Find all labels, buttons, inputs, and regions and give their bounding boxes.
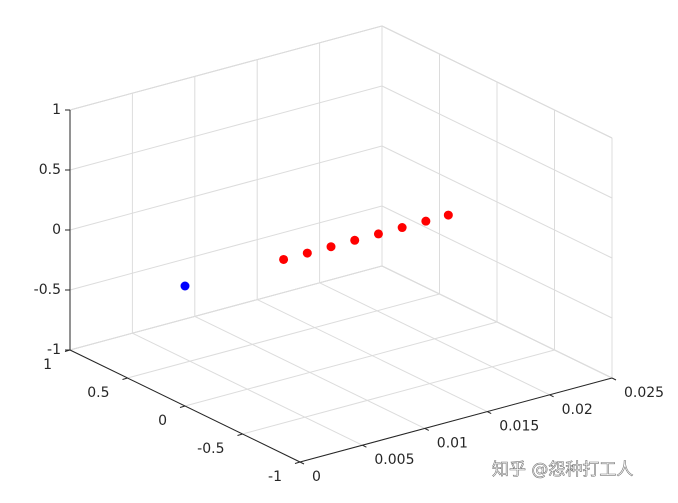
x-tick [362,444,367,448]
y-tick [237,433,243,436]
x-tick-label: 0 [312,469,321,485]
x-tick-label: 0.01 [437,435,468,451]
x-tick [424,427,430,431]
point [180,281,190,291]
y-tick-label: 1 [43,357,52,373]
y-tick [294,461,301,464]
z-tick-label: 1 [52,102,61,118]
grid-line [242,349,555,435]
y-tick-label: 0.5 [87,385,109,401]
point [279,254,289,264]
x-tick-label: 0.02 [562,402,593,418]
grid-line [381,205,613,319]
x-tick [549,394,554,398]
grid-line [127,293,440,379]
y-tick-label: 0 [158,413,167,429]
z-tick-label: -1 [47,342,61,358]
x-axis [299,377,613,463]
x-tick-label: 0.005 [374,452,414,468]
point [373,229,383,239]
grid-line [381,145,613,259]
watermark: 知乎 @怨种打工人 [492,460,633,480]
x-tick [299,461,305,465]
grid-line [381,85,613,199]
point [350,235,360,245]
z-tick-label: -0.5 [34,282,61,298]
y-tick-label: -0.5 [197,441,224,457]
x-tick-label: 0.025 [624,385,664,401]
point [326,242,336,252]
point [443,210,453,220]
grid-line [69,25,383,111]
grid-line [69,145,383,231]
z-tick-label: 0.5 [39,162,61,178]
grid-line [69,205,383,291]
grid-line [184,321,498,407]
x-tick [486,411,492,415]
grid-line [69,265,383,351]
y-tick [122,377,128,380]
y-tick [179,405,186,408]
y-tick-label: -1 [268,469,282,485]
x-tick [611,377,617,381]
point [397,223,407,233]
y-tick [64,349,71,352]
point [302,248,312,258]
grid-line [381,265,613,379]
point [421,216,431,226]
z-tick-label: 0 [52,222,61,238]
x-tick-label: 0.015 [499,419,539,435]
grid-line [69,85,383,171]
grid-line [381,25,613,139]
